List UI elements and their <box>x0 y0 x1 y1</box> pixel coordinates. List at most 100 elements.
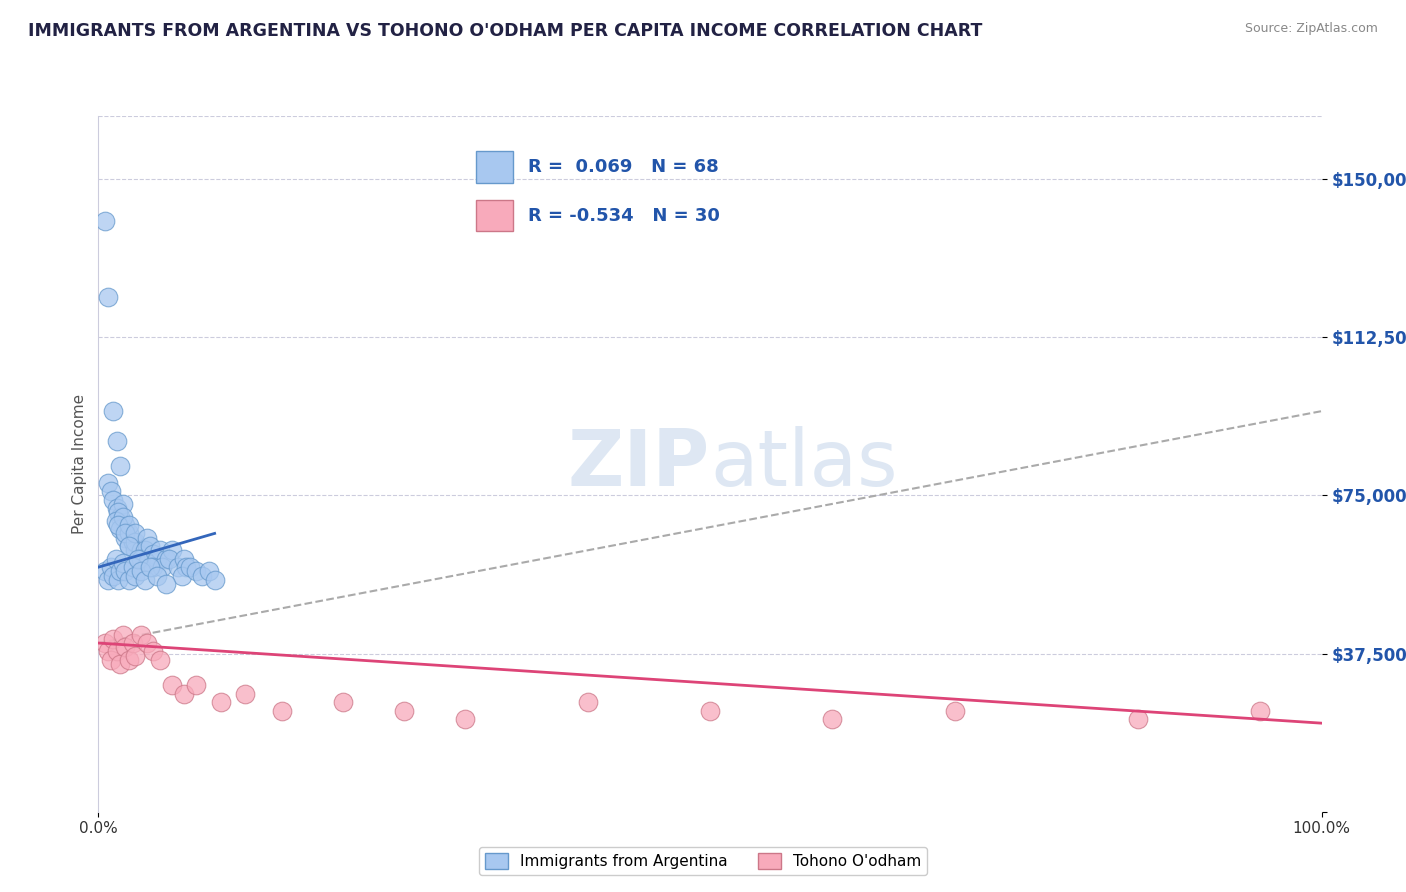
Point <box>146 551 169 566</box>
Point <box>105 434 128 448</box>
Text: atlas: atlas <box>710 425 897 502</box>
Point <box>111 509 134 524</box>
Point <box>136 636 159 650</box>
Point <box>114 526 136 541</box>
Point <box>160 678 183 692</box>
Point <box>173 687 195 701</box>
Point <box>576 695 599 709</box>
Point <box>124 534 146 549</box>
Point <box>114 565 136 579</box>
Point <box>233 687 256 701</box>
Point <box>142 644 165 658</box>
Point <box>392 704 416 718</box>
Point <box>93 214 115 228</box>
Point <box>160 543 183 558</box>
Point <box>134 573 156 587</box>
Point <box>121 636 143 650</box>
Point <box>111 556 134 570</box>
Point <box>97 290 120 304</box>
Point <box>197 565 219 579</box>
Point <box>129 551 152 566</box>
Point <box>179 560 201 574</box>
Point <box>105 644 128 658</box>
Point <box>150 560 173 574</box>
Point <box>121 534 143 549</box>
Point <box>943 704 966 718</box>
Legend: Immigrants from Argentina, Tohono O'odham: Immigrants from Argentina, Tohono O'odha… <box>478 847 928 875</box>
Point <box>97 644 120 658</box>
Point <box>100 560 122 574</box>
Point <box>104 551 127 566</box>
Point <box>173 551 195 566</box>
Point <box>124 543 146 558</box>
Point <box>107 573 129 587</box>
Point <box>124 526 146 541</box>
Point <box>107 505 129 519</box>
Point <box>186 678 208 692</box>
Point <box>118 526 141 541</box>
Point <box>110 522 132 536</box>
Text: Source: ZipAtlas.com: Source: ZipAtlas.com <box>1244 22 1378 36</box>
Point <box>101 404 124 418</box>
Point <box>110 509 132 524</box>
Point <box>1128 712 1150 726</box>
Point <box>139 560 162 574</box>
Point <box>129 565 152 579</box>
Point <box>97 573 120 587</box>
Point <box>176 560 198 574</box>
Point <box>104 514 127 528</box>
Point <box>139 539 162 553</box>
Point <box>142 560 165 574</box>
Point <box>124 568 146 582</box>
Point <box>149 653 172 667</box>
Point <box>155 551 177 566</box>
Point <box>114 640 136 655</box>
Text: IMMIGRANTS FROM ARGENTINA VS TOHONO O'ODHAM PER CAPITA INCOME CORRELATION CHART: IMMIGRANTS FROM ARGENTINA VS TOHONO O'OD… <box>28 22 983 40</box>
Point <box>167 560 190 574</box>
Point <box>101 492 124 507</box>
Y-axis label: Per Capita Income: Per Capita Income <box>72 393 87 534</box>
Point <box>110 657 132 672</box>
Point <box>118 573 141 587</box>
Point <box>111 627 134 641</box>
Point <box>121 560 143 574</box>
Point <box>146 568 169 582</box>
Point <box>105 501 128 516</box>
Text: ZIP: ZIP <box>568 425 710 502</box>
Point <box>454 712 477 726</box>
Point <box>107 518 129 533</box>
Point <box>114 518 136 533</box>
Point <box>821 712 844 726</box>
Point <box>191 568 214 582</box>
Point <box>118 653 141 667</box>
Point <box>110 565 132 579</box>
Point <box>186 565 208 579</box>
Point <box>209 695 232 709</box>
Point <box>155 577 177 591</box>
Point <box>114 531 136 545</box>
Point <box>170 568 193 582</box>
Point <box>204 573 226 587</box>
Point <box>124 648 146 663</box>
Point <box>100 653 122 667</box>
Point <box>136 531 159 545</box>
Point <box>118 518 141 533</box>
Point <box>157 551 180 566</box>
Point <box>110 458 132 473</box>
Point <box>93 636 115 650</box>
Point <box>93 565 115 579</box>
Point <box>101 568 124 582</box>
Point <box>101 632 124 646</box>
Point <box>97 475 120 490</box>
Point <box>699 704 721 718</box>
Point <box>332 695 354 709</box>
Point <box>149 543 172 558</box>
Point <box>118 539 141 553</box>
Point <box>134 543 156 558</box>
Point <box>129 543 152 558</box>
Point <box>111 497 134 511</box>
Point <box>270 704 294 718</box>
Point <box>100 484 122 499</box>
Point <box>142 548 165 562</box>
Point <box>136 556 159 570</box>
